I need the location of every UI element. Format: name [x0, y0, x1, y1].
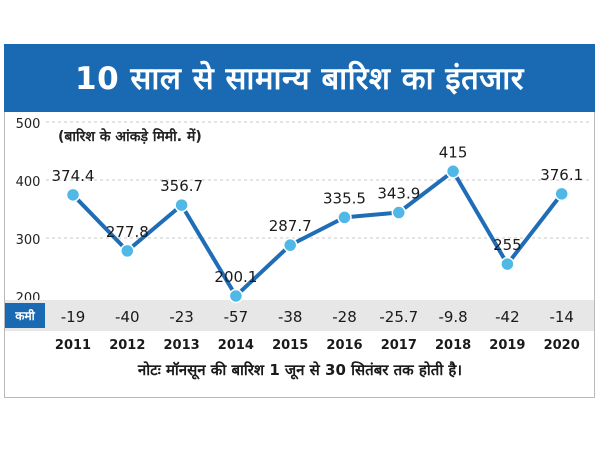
value-label: 277.8 — [106, 223, 149, 241]
x-tick-label: 2013 — [164, 338, 200, 353]
y-tick-label: 300 — [16, 233, 41, 248]
chart-title: 10 साल से सामान्य बारिश का इंतजार — [75, 61, 524, 97]
value-label: 287.7 — [269, 217, 312, 235]
deficit-value: -14 — [549, 308, 574, 326]
deficit-value: -38 — [278, 308, 303, 326]
value-label: 376.1 — [540, 166, 583, 184]
x-tick-label: 2016 — [326, 338, 362, 353]
data-point — [282, 237, 298, 253]
value-label: 343.9 — [377, 185, 420, 203]
footnote: नोटः मॉनसून की बारिश 1 जून से 30 सितंबर … — [137, 361, 463, 379]
deficit-band — [5, 300, 594, 331]
x-tick-label: 2020 — [544, 338, 580, 353]
x-tick-label: 2015 — [272, 338, 308, 353]
deficit-label: कमी — [14, 309, 35, 323]
data-point — [337, 210, 352, 225]
value-label: 200.1 — [214, 268, 257, 286]
x-tick-label: 2014 — [218, 338, 254, 353]
data-point — [500, 256, 515, 272]
series-line — [71, 169, 564, 298]
data-point — [228, 288, 244, 304]
x-tick-label: 2017 — [381, 338, 417, 353]
data-point — [391, 205, 407, 220]
y-tick-label: 400 — [16, 175, 41, 190]
deficit-value: -42 — [495, 308, 520, 326]
chart-subtitle: (बारिश के आंकड़े मिमी. में) — [58, 128, 202, 145]
deficit-value: -28 — [332, 308, 357, 326]
deficit-value: -57 — [224, 308, 249, 326]
data-point — [174, 197, 189, 213]
deficit-value: -9.8 — [438, 308, 467, 326]
deficit-value: -19 — [61, 308, 86, 326]
deficit-value: -23 — [169, 308, 194, 326]
y-tick-label: 500 — [16, 117, 41, 132]
x-tick-label: 2012 — [109, 338, 145, 353]
value-label: 374.4 — [52, 167, 95, 185]
title-bar: 10 साल से सामान्य बारिश का इंतजार — [4, 44, 595, 112]
deficit-value: -25.7 — [379, 308, 418, 326]
deficit-label-box — [5, 303, 45, 328]
value-label: 415 — [439, 143, 468, 161]
data-point — [445, 164, 461, 179]
x-tick-label: 2011 — [55, 338, 91, 353]
x-tick-label: 2018 — [435, 338, 471, 353]
data-point — [65, 187, 81, 203]
x-tick-label: 2019 — [489, 338, 525, 353]
value-label: 356.7 — [160, 177, 203, 195]
deficit-value: -40 — [115, 308, 140, 326]
value-label: 255 — [493, 236, 522, 254]
data-point — [554, 186, 569, 202]
value-label: 335.5 — [323, 189, 366, 207]
data-point — [120, 243, 135, 259]
